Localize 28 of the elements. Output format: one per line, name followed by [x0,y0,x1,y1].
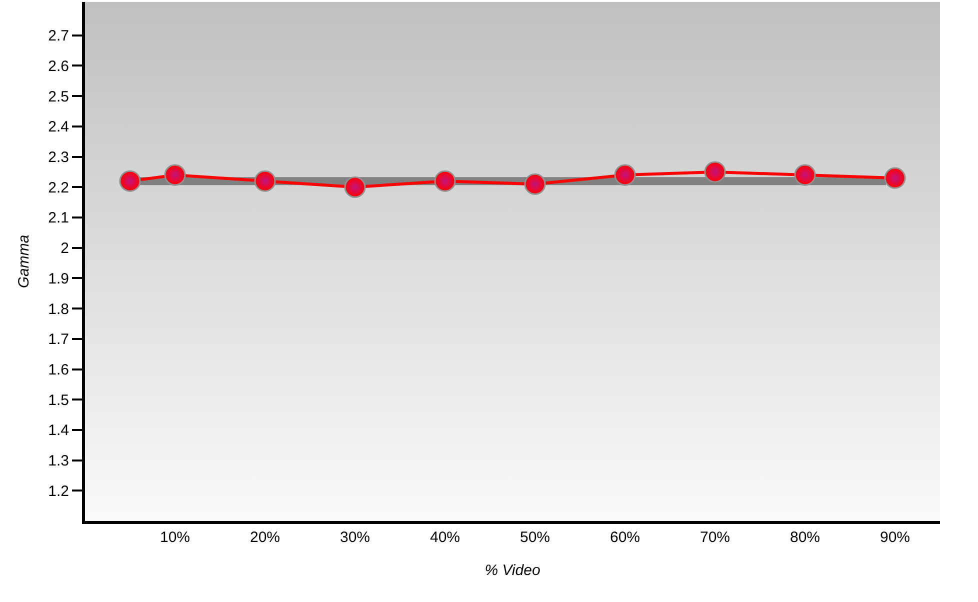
y-tick-label: 1.2 [48,482,69,500]
y-tick-label: 1.6 [48,362,69,378]
y-tick-label: 2.4 [48,118,69,136]
x-tick-label: 40% [430,529,460,546]
y-tick-label: 2.2 [48,179,69,196]
point [119,170,141,192]
y-axis-title: Gamma [15,234,32,288]
x-tick-label: 60% [610,529,640,546]
x-tick-label: 10% [160,529,190,546]
x-tick-label: 50% [520,529,550,546]
x-axis-title: % Video [484,562,540,579]
y-tick-label: 2.1 [48,210,69,227]
y-tick-label: 2 [60,240,69,258]
x-tick-label: 70% [700,529,730,546]
x-tick-label: 20% [250,529,280,546]
y-tick-label: 2.3 [48,149,69,166]
y-tick-label: 2.5 [48,88,69,106]
x-tick-label: 30% [340,529,370,546]
y-tick-label: 1.4 [48,422,69,440]
x-tick-label: 80% [790,529,820,546]
y-tick-label: 1.8 [48,300,69,318]
y-tick-label: 2.6 [48,58,69,75]
x-tick-label: 90% [880,529,910,546]
y-tick-label: 1.7 [48,331,69,348]
y-tick-label: 1.3 [48,452,69,470]
y-tick-label: 1.5 [48,392,69,409]
y-tick-label: 1.9 [48,270,69,288]
y-tick-label: 2.7 [48,28,69,45]
